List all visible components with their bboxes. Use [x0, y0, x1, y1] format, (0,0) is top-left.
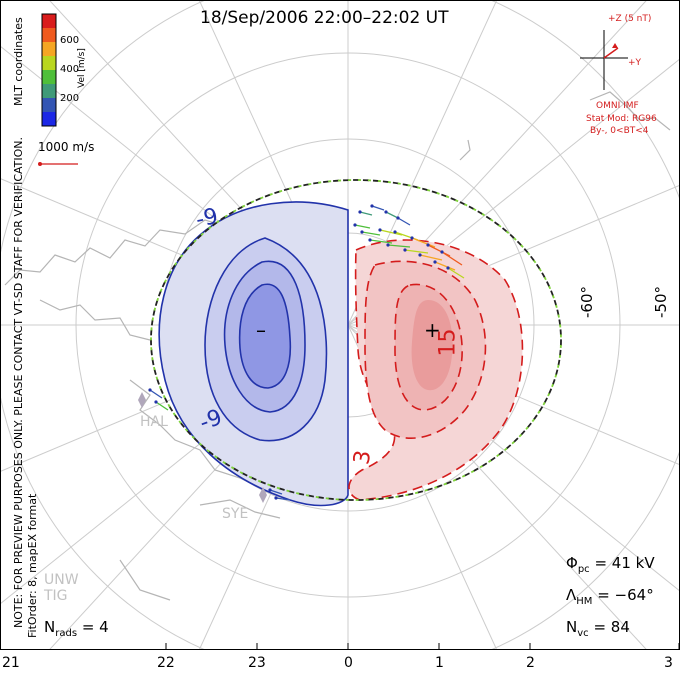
colorbar-segment	[42, 56, 56, 71]
hm-latitude: ΛHM = −64°	[566, 586, 654, 607]
imf-y-axis-label: +Y	[628, 58, 642, 68]
radar-count: Nrads = 4	[44, 618, 109, 639]
imf-condition-label: By-, 0<BT<4	[590, 126, 649, 136]
velocity-vectors	[149, 205, 465, 501]
scale-vector	[38, 162, 78, 166]
mlt-label-23: 23	[248, 655, 266, 671]
colorbar-tick-200: 200	[60, 93, 80, 104]
station-label-tig: TIG	[44, 588, 68, 604]
coordinate-system-label: MLT coordinates	[12, 17, 25, 106]
polar-cap-potential: Φpc = 41 kV	[566, 554, 655, 575]
lambda-subscript: HM	[576, 596, 593, 607]
velocity-colorbar	[41, 13, 57, 127]
stat-model-label: Stat Mod: RG96	[586, 114, 657, 124]
latitude-label-60: -60°	[578, 286, 596, 318]
potential-maximum-marker: +	[424, 318, 441, 342]
colorbar-segment	[42, 112, 56, 127]
colorbar-segment	[42, 14, 56, 29]
mlt-label-1: 1	[435, 655, 444, 671]
latitude-label-50: -50°	[652, 286, 670, 318]
potential-minimum-marker: –	[256, 318, 266, 342]
station-label-hal: HAL	[140, 414, 168, 430]
station-label-sye: SYE	[222, 506, 249, 522]
colorbar-segment	[42, 28, 56, 43]
colorbar-segment	[42, 84, 56, 99]
radar-stations	[138, 392, 267, 503]
nrads-subscript: rads	[55, 628, 78, 639]
imf-clock-dial	[580, 30, 628, 90]
nvc-symbol: N	[566, 618, 578, 636]
station-label-unw: UNW	[44, 572, 79, 588]
phi-value: = 41 kV	[594, 554, 655, 572]
phi-subscript: pc	[577, 564, 590, 575]
fit-order-note: FitOrder: 8, mapEX format	[26, 493, 39, 638]
colorbar-segment	[42, 70, 56, 85]
imf-z-axis-label: +Z (5 nT)	[608, 14, 652, 24]
colorbar-segment	[42, 42, 56, 57]
lambda-value: = −64°	[597, 586, 654, 604]
velocity-scale-label: 1000 m/s	[38, 140, 95, 154]
hm-boundary	[150, 179, 562, 501]
positive-cell	[348, 239, 524, 501]
negative-cell	[158, 201, 349, 507]
nrads-symbol: N	[44, 618, 56, 636]
imf-source-label: OMNI IMF	[596, 101, 639, 111]
preview-note: NOTE: FOR PREVIEW PURPOSES ONLY. PLEASE …	[12, 136, 25, 628]
mlt-label-3: 3	[664, 655, 673, 671]
mlt-label-0: 0	[344, 655, 353, 671]
nvc-value: = 84	[593, 618, 630, 636]
colorbar-segment	[42, 98, 56, 113]
colorbar-frame	[41, 13, 57, 127]
colorbar-tick-600: 600	[60, 35, 80, 46]
nvc-subscript: vc	[577, 628, 589, 639]
mlt-label-22: 22	[157, 655, 175, 671]
lambda-symbol: Λ	[566, 586, 577, 604]
colorbar-tick-400: 400	[60, 64, 80, 75]
vector-dots	[148, 204, 450, 500]
vector-count: Nvc = 84	[566, 618, 630, 639]
nrads-value: = 4	[81, 618, 109, 636]
mlt-label-21: 21	[2, 655, 20, 671]
mlt-tick-marks	[0, 643, 680, 650]
map-title: 18/Sep/2006 22:00–22:02 UT	[200, 8, 449, 28]
phi-symbol: Φ	[566, 554, 578, 572]
mlt-label-2: 2	[526, 655, 535, 671]
